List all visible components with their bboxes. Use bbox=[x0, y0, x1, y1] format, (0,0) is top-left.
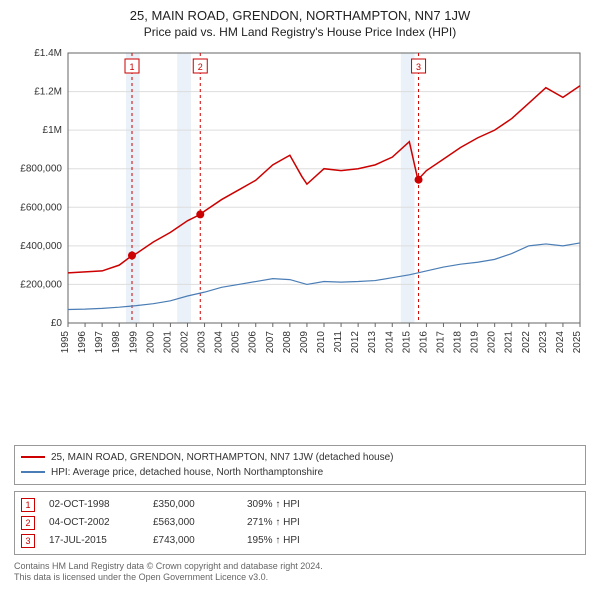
event-row: 2 04-OCT-2002 £563,000 271% ↑ HPI bbox=[21, 514, 579, 532]
event-row: 3 17-JUL-2015 £743,000 195% ↑ HPI bbox=[21, 532, 579, 550]
svg-text:2020: 2020 bbox=[487, 331, 498, 354]
svg-text:3: 3 bbox=[416, 62, 421, 72]
svg-text:£400,000: £400,000 bbox=[20, 241, 62, 252]
event-price: £350,000 bbox=[153, 499, 233, 510]
svg-text:1: 1 bbox=[129, 62, 134, 72]
svg-text:1999: 1999 bbox=[128, 331, 139, 354]
svg-text:1998: 1998 bbox=[111, 331, 122, 354]
event-badge: 3 bbox=[21, 534, 35, 548]
legend-item: 25, MAIN ROAD, GRENDON, NORTHAMPTON, NN7… bbox=[21, 450, 579, 465]
svg-text:£0: £0 bbox=[51, 318, 63, 329]
event-hpi: 309% ↑ HPI bbox=[247, 499, 300, 510]
svg-text:2000: 2000 bbox=[145, 331, 156, 354]
svg-text:2021: 2021 bbox=[504, 331, 515, 354]
attribution-line: Contains HM Land Registry data © Crown c… bbox=[14, 561, 586, 573]
svg-text:2025: 2025 bbox=[572, 331, 583, 354]
svg-text:2009: 2009 bbox=[299, 331, 310, 354]
title-block: 25, MAIN ROAD, GRENDON, NORTHAMPTON, NN7… bbox=[10, 8, 590, 39]
svg-text:2019: 2019 bbox=[470, 331, 481, 354]
svg-text:1997: 1997 bbox=[94, 331, 105, 354]
svg-text:2018: 2018 bbox=[453, 331, 464, 354]
svg-text:£800,000: £800,000 bbox=[20, 164, 62, 175]
event-hpi: 271% ↑ HPI bbox=[247, 517, 300, 528]
chart-subtitle: Price paid vs. HM Land Registry's House … bbox=[10, 25, 590, 39]
attribution-line: This data is licensed under the Open Gov… bbox=[14, 572, 586, 584]
chart-title: 25, MAIN ROAD, GRENDON, NORTHAMPTON, NN7… bbox=[10, 8, 590, 23]
event-date: 04-OCT-2002 bbox=[49, 517, 139, 528]
svg-text:2024: 2024 bbox=[555, 331, 566, 354]
event-date: 17-JUL-2015 bbox=[49, 535, 139, 546]
svg-text:2016: 2016 bbox=[418, 331, 429, 354]
legend-item: HPI: Average price, detached house, Nort… bbox=[21, 465, 579, 480]
event-date: 02-OCT-1998 bbox=[49, 499, 139, 510]
svg-text:2010: 2010 bbox=[316, 331, 327, 354]
svg-text:£1M: £1M bbox=[43, 125, 62, 136]
legend-label: HPI: Average price, detached house, Nort… bbox=[51, 465, 323, 480]
event-badge: 1 bbox=[21, 498, 35, 512]
line-chart: £0 £200,000 £400,000 £600,000 £800,000 £1M £1.… bbox=[10, 47, 590, 377]
svg-text:1996: 1996 bbox=[77, 331, 88, 354]
event-row: 1 02-OCT-1998 £350,000 309% ↑ HPI bbox=[21, 496, 579, 514]
svg-text:2023: 2023 bbox=[538, 331, 549, 354]
svg-text:2006: 2006 bbox=[248, 331, 259, 354]
svg-text:2022: 2022 bbox=[521, 331, 532, 354]
svg-text:2015: 2015 bbox=[401, 331, 412, 354]
legend-label: 25, MAIN ROAD, GRENDON, NORTHAMPTON, NN7… bbox=[51, 450, 394, 465]
svg-text:1995: 1995 bbox=[60, 331, 71, 354]
attribution: Contains HM Land Registry data © Crown c… bbox=[14, 561, 586, 584]
svg-text:2017: 2017 bbox=[435, 331, 446, 354]
chart-container: 25, MAIN ROAD, GRENDON, NORTHAMPTON, NN7… bbox=[0, 0, 600, 590]
svg-text:2007: 2007 bbox=[265, 331, 276, 354]
chart-area: £0 £200,000 £400,000 £600,000 £800,000 £1M £1.… bbox=[10, 47, 590, 439]
svg-text:£600,000: £600,000 bbox=[20, 202, 62, 213]
event-price: £743,000 bbox=[153, 535, 233, 546]
svg-text:2012: 2012 bbox=[350, 331, 361, 354]
events-table: 1 02-OCT-1998 £350,000 309% ↑ HPI 2 04-O… bbox=[14, 491, 586, 555]
svg-text:2014: 2014 bbox=[384, 331, 395, 354]
event-badge: 2 bbox=[21, 516, 35, 530]
svg-text:£200,000: £200,000 bbox=[20, 279, 62, 290]
svg-text:£1.4M: £1.4M bbox=[34, 48, 62, 59]
legend-swatch bbox=[21, 456, 45, 458]
svg-text:£1.2M: £1.2M bbox=[34, 87, 62, 98]
svg-text:2011: 2011 bbox=[333, 331, 344, 353]
event-hpi: 195% ↑ HPI bbox=[247, 535, 300, 546]
svg-text:2004: 2004 bbox=[214, 331, 225, 354]
svg-text:2013: 2013 bbox=[367, 331, 378, 354]
svg-text:2005: 2005 bbox=[231, 331, 242, 354]
event-price: £563,000 bbox=[153, 517, 233, 528]
svg-text:2001: 2001 bbox=[162, 331, 173, 354]
legend-swatch bbox=[21, 471, 45, 473]
svg-text:2: 2 bbox=[198, 62, 203, 72]
svg-text:2008: 2008 bbox=[282, 331, 293, 354]
legend: 25, MAIN ROAD, GRENDON, NORTHAMPTON, NN7… bbox=[14, 445, 586, 485]
svg-text:2003: 2003 bbox=[197, 331, 208, 354]
svg-text:2002: 2002 bbox=[179, 331, 190, 354]
